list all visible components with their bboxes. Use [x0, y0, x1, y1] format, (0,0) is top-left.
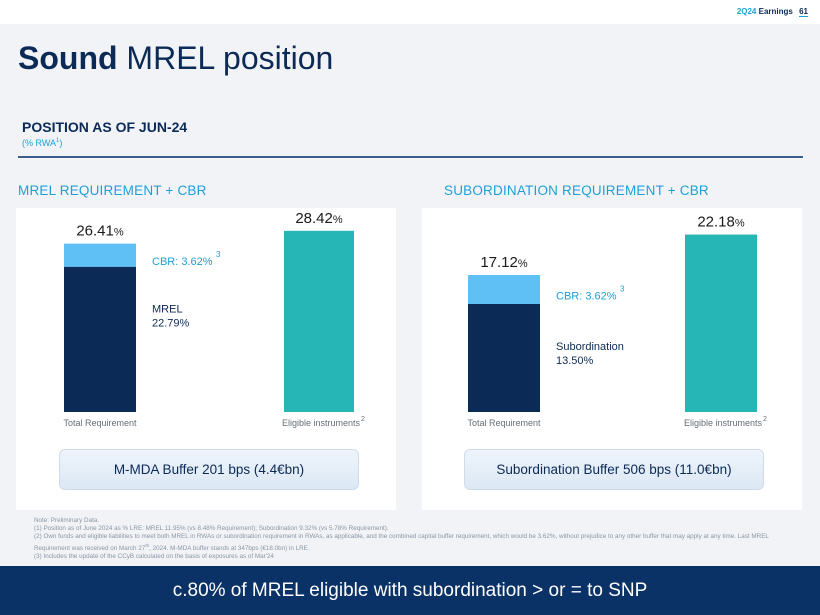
section-subtitle-footnote: 1: [56, 138, 60, 144]
bar-cbr-segment: [468, 275, 540, 304]
base-segment-value: 13.50%: [556, 355, 594, 367]
bar-total-label: 17.12%: [480, 254, 528, 271]
category-footnote: 2: [763, 416, 767, 423]
footnote-2-text: (2) Own funds and eligible liabilities t…: [34, 533, 769, 552]
cbr-label: CBR: 3.62%: [152, 256, 213, 268]
cbr-footnote: 3: [620, 285, 625, 294]
mrel-buffer-box: M-MDA Buffer 201 bps (4.4€bn): [59, 449, 359, 490]
subordination-buffer-box: Subordination Buffer 506 bps (11.0€bn): [464, 449, 764, 490]
base-segment-name: MREL: [152, 304, 183, 316]
bar-eligible: [685, 234, 757, 412]
category-label: Total Requirement: [63, 418, 137, 428]
footnote-1: (1) Position as of June 2024 as % LRE: M…: [34, 525, 389, 533]
base-segment-value: 22.79%: [152, 318, 190, 330]
cbr-footnote: 3: [216, 250, 221, 259]
bar-base-segment: [468, 304, 540, 412]
footnote-2: (2) Own funds and eligible liabilities t…: [34, 533, 794, 553]
footer-banner: c.80% of MREL eligible with subordinatio…: [0, 566, 820, 615]
section-heading: POSITION AS OF JUN-24: [22, 119, 188, 135]
footnotes: Note: Preliminary Data. (1) Position as …: [34, 517, 794, 561]
bar-total-label: 22.18%: [697, 214, 745, 231]
bar-total-label: 28.42%: [295, 210, 343, 227]
bar-eligible: [284, 230, 354, 412]
base-segment-name: Subordination: [556, 341, 624, 353]
page-number: 61: [799, 7, 808, 17]
page-header: 2Q24 Earnings 61: [736, 7, 808, 17]
section-subtitle-suffix: ): [59, 138, 63, 148]
category-label: Total Requirement: [467, 418, 541, 428]
mrel-chart-panel: 26.41% CBR: 3.62% 3 MREL 22.79% 28.42% Total R…: [16, 208, 396, 510]
category-label: Eligible instruments: [684, 418, 763, 428]
bar-cbr-segment: [64, 243, 136, 267]
page-title-rest: MREL position: [126, 40, 334, 76]
footnote-2-sup: th: [145, 542, 150, 548]
page-title: Sound MREL position: [18, 40, 333, 77]
subordination-chart: 17.12% CBR: 3.62%3 Subordination 13.50% 22.1…: [467, 214, 767, 428]
cbr-label: CBR: 3.62%: [556, 291, 617, 303]
category-label: Eligible instruments: [282, 418, 361, 428]
bar-base-segment: [64, 266, 136, 412]
footer-text: c.80% of MREL eligible with subordinatio…: [172, 579, 648, 601]
header-label: Earnings: [758, 7, 793, 16]
mrel-chart: 26.41% CBR: 3.62%3 MREL 22.79% 28.42% Total R…: [63, 210, 365, 428]
header-period: 2Q24: [736, 7, 757, 16]
page-title-bold: Sound: [18, 40, 118, 76]
subordination-chart-title: SUBORDINATION REQUIREMENT + CBR: [444, 183, 709, 198]
footnote-2-end: , 2024. M-MDA buffer stands at 347bps (€…: [149, 544, 310, 552]
section-subtitle: (% RWA1): [22, 138, 62, 148]
subordination-chart-panel: 17.12% CBR: 3.62% 3 Subordination 13.50% 22.1…: [422, 208, 802, 510]
category-footnote: 2: [361, 416, 365, 423]
section-subtitle-prefix: (% RWA: [22, 138, 57, 148]
footnote-3: (3) Includes the update of the CCyB calc…: [34, 552, 274, 560]
bar-total-label: 26.41%: [76, 223, 124, 240]
footnote-0: Note: Preliminary Data.: [34, 517, 100, 524]
mrel-chart-title: MREL REQUIREMENT + CBR: [18, 183, 207, 198]
top-bar: 2Q24 Earnings 61: [0, 0, 820, 24]
section-divider: [18, 156, 803, 158]
